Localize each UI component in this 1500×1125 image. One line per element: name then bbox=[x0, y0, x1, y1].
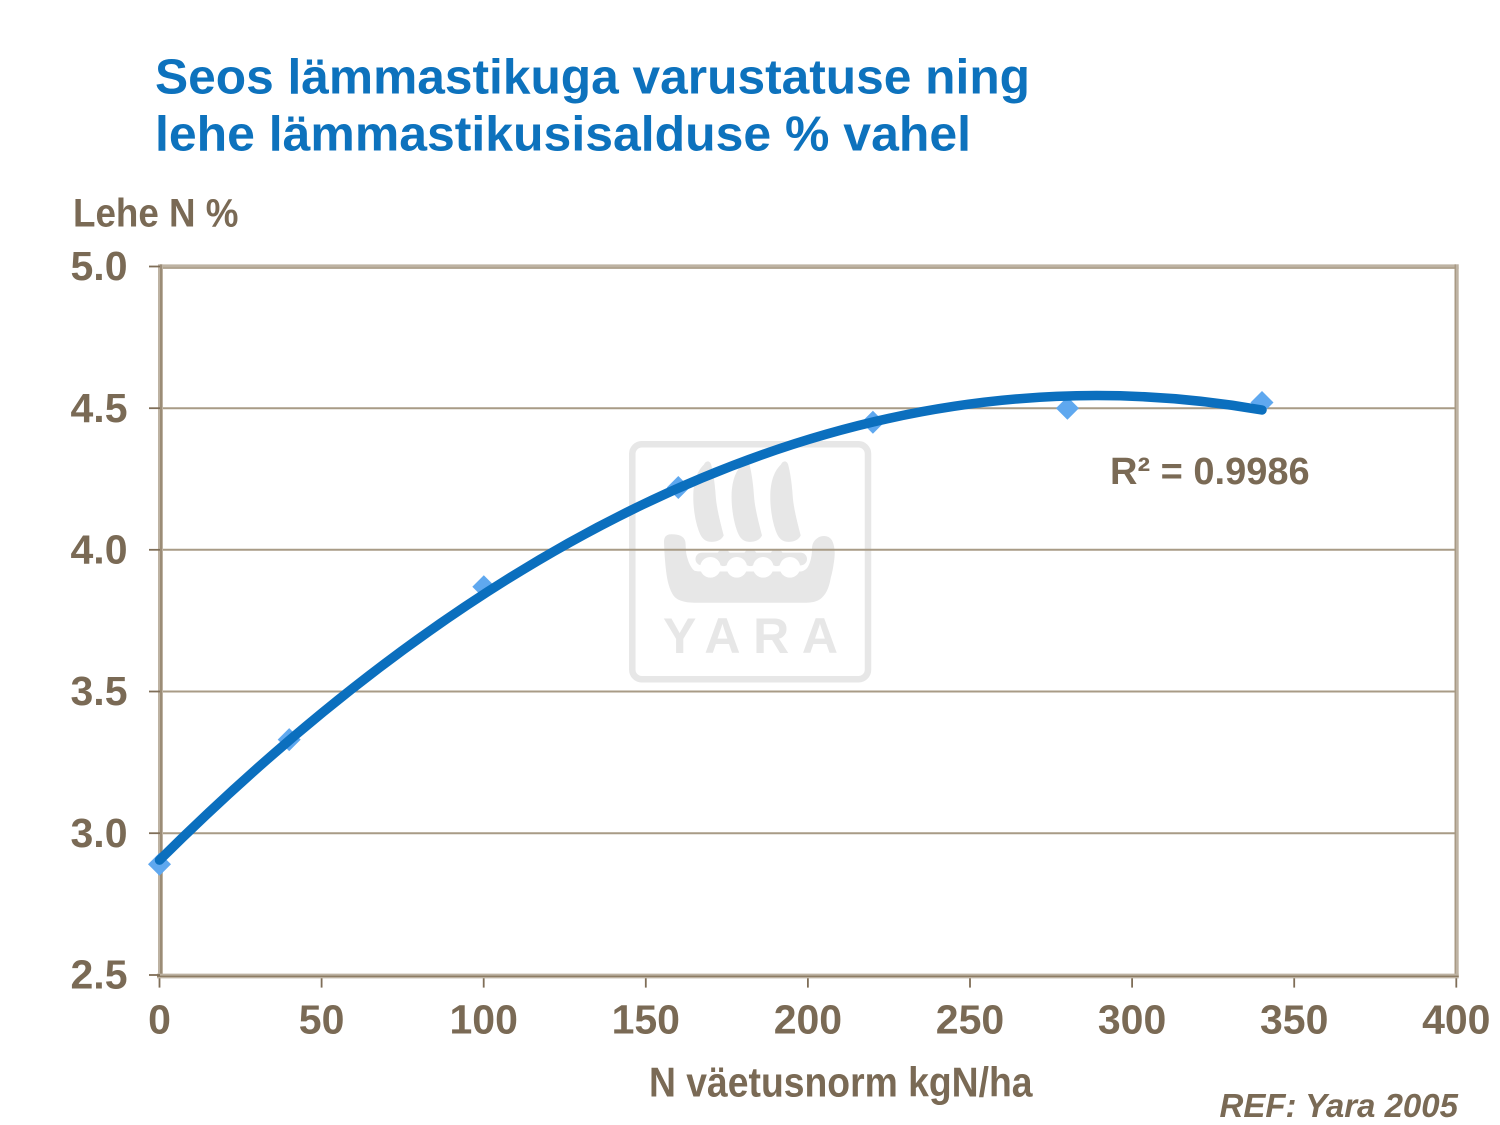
svg-text:lehe lämmastikusisalduse % vah: lehe lämmastikusisalduse % vahel bbox=[155, 107, 971, 161]
svg-text:4.5: 4.5 bbox=[71, 385, 128, 431]
svg-text:5.0: 5.0 bbox=[71, 243, 128, 289]
svg-text:Lehe N %: Lehe N % bbox=[73, 192, 239, 236]
svg-text:200: 200 bbox=[774, 997, 842, 1043]
svg-text:350: 350 bbox=[1260, 997, 1328, 1043]
svg-text:250: 250 bbox=[936, 997, 1004, 1043]
svg-text:REF: Yara 2005: REF: Yara 2005 bbox=[1220, 1087, 1459, 1124]
svg-text:50: 50 bbox=[299, 997, 345, 1043]
svg-text:0: 0 bbox=[148, 997, 171, 1043]
svg-text:R² = 0.9986: R² = 0.9986 bbox=[1110, 451, 1310, 493]
svg-text:3.0: 3.0 bbox=[71, 810, 128, 856]
svg-text:YARA: YARA bbox=[663, 608, 850, 664]
svg-text:Seos lämmastikuga varustatuse: Seos lämmastikuga varustatuse ning bbox=[155, 50, 1030, 104]
svg-text:100: 100 bbox=[449, 997, 517, 1043]
svg-text:400: 400 bbox=[1422, 997, 1490, 1043]
svg-text:150: 150 bbox=[612, 997, 680, 1043]
svg-text:4.0: 4.0 bbox=[71, 527, 128, 573]
svg-text:3.5: 3.5 bbox=[71, 668, 128, 714]
svg-text:N väetusnorm kgN/ha: N väetusnorm kgN/ha bbox=[649, 1058, 1033, 1105]
svg-text:2.5: 2.5 bbox=[71, 952, 128, 998]
svg-text:300: 300 bbox=[1098, 997, 1166, 1043]
